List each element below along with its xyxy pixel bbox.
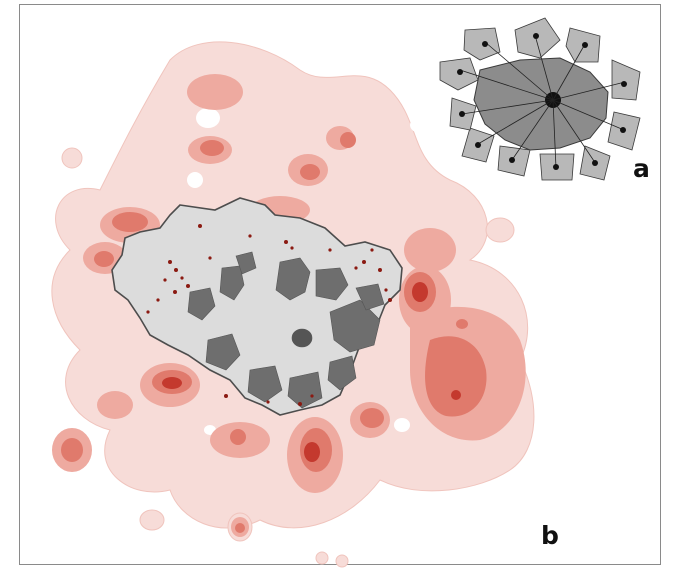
- city-districts: [187, 251, 385, 409]
- density-zone-high: [61, 132, 487, 533]
- hotspot-points: [146, 224, 392, 406]
- inset-map-a: [439, 17, 641, 181]
- city-area: [111, 197, 403, 416]
- panel-label-b: b: [541, 521, 559, 550]
- panel-label-a: a: [633, 154, 650, 183]
- density-zone-peak: [162, 282, 461, 462]
- density-gaps: [187, 108, 430, 435]
